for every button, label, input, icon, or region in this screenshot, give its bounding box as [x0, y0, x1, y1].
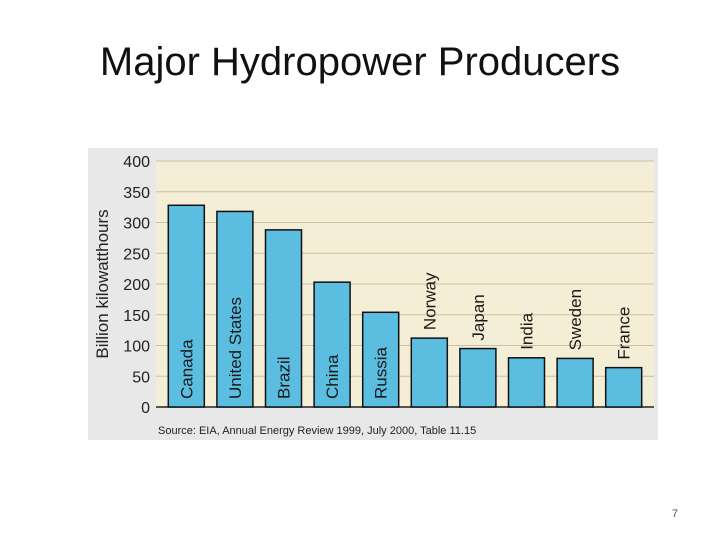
y-tick-label: 200 [123, 277, 150, 294]
category-label: Russia [372, 346, 391, 399]
y-tick-label: 300 [123, 216, 150, 233]
category-label: Sweden [566, 289, 585, 350]
y-tick-label: 350 [123, 185, 150, 202]
y-tick-label: 400 [123, 154, 150, 171]
category-label: United States [226, 297, 245, 399]
y-tick-label: 250 [123, 246, 150, 263]
y-tick-label: 50 [132, 369, 150, 386]
category-label: Canada [177, 339, 196, 399]
category-label: Brazil [275, 356, 294, 399]
bar-norway [410, 337, 449, 408]
bar-brazil [264, 229, 303, 408]
bar-japan [459, 347, 497, 408]
bar-canada [167, 204, 206, 408]
slide-title: Major Hydropower Producers [99, 40, 621, 84]
bar-france [604, 366, 643, 408]
bar-united-states [216, 210, 254, 408]
chart-container: 0 50 100 150 200 250 300 350 400 Billion kilowatt… [88, 148, 658, 440]
y-axis-label: Billion kilowatthours [93, 209, 112, 358]
bar-russia [361, 311, 400, 408]
bar-sweden [556, 357, 594, 408]
category-label: France [615, 307, 634, 360]
y-tick-label: 150 [123, 308, 150, 325]
bar-chart: 0 50 100 150 200 250 300 350 400 Billion kilowatt… [93, 154, 654, 437]
bar-china [313, 281, 351, 408]
category-label: India [518, 312, 537, 349]
bar-india [507, 357, 546, 408]
y-tick-label: 0 [141, 400, 150, 417]
page-number: 7 [671, 508, 678, 520]
category-label: Japan [469, 294, 488, 340]
y-tick-label: 100 [123, 339, 150, 356]
category-label: Norway [420, 272, 439, 330]
source-note: Source: EIA, Annual Energy Review 1999, … [158, 425, 476, 437]
category-label: China [323, 354, 342, 399]
